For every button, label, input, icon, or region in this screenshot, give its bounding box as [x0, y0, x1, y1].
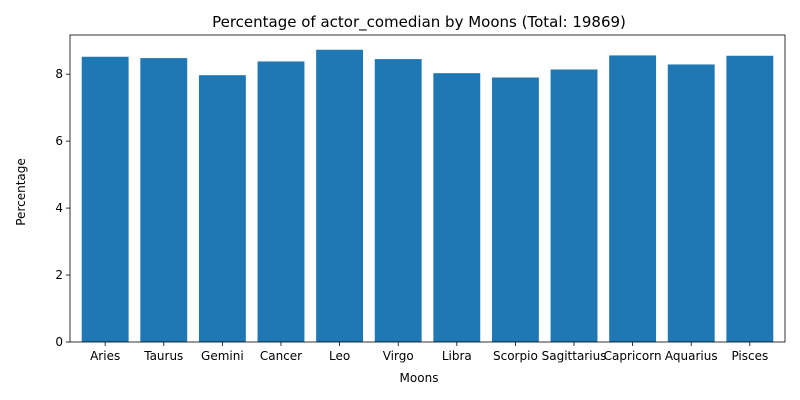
plot-area: Aries Taurus Gemini Cancer Leo Virgo Libra Scor…: [55, 34, 786, 363]
bar-cancer: [257, 61, 305, 342]
x-tick-label: Aries: [90, 349, 120, 363]
y-axis-label: Percentage: [14, 158, 28, 226]
x-tick-label: Capricorn: [604, 349, 662, 363]
y-tick-label: 8: [55, 67, 63, 81]
bar-capricorn: [609, 55, 657, 342]
x-tick-label: Scorpio: [493, 349, 538, 363]
axes-frame: [69, 34, 786, 343]
bar-aquarius: [667, 64, 715, 342]
y-tick-label: 2: [55, 268, 63, 282]
bar-taurus: [140, 58, 188, 342]
x-tick-label: Taurus: [143, 349, 183, 363]
chart-title: Percentage of actor_comedian by Moons (T…: [212, 13, 626, 32]
x-tick-label: Libra: [442, 349, 472, 363]
x-tick-label: Pisces: [731, 349, 768, 363]
x-tick-label: Sagittarius: [542, 349, 607, 363]
x-tick-label: Cancer: [260, 349, 302, 363]
bar-virgo: [374, 59, 422, 343]
bar-leo: [316, 49, 364, 342]
x-tick-label: Aquarius: [665, 349, 718, 363]
x-tick-label: Gemini: [201, 349, 244, 363]
y-tick-label: 0: [55, 335, 63, 349]
bar-sagittarius: [550, 69, 598, 342]
bar-gemini: [198, 75, 246, 342]
x-tick-label: Virgo: [383, 349, 414, 363]
bar-libra: [433, 73, 481, 342]
bar-scorpio: [491, 77, 539, 342]
bar-aries: [81, 56, 129, 343]
y-tick-label: 4: [55, 201, 63, 215]
bar-pisces: [726, 55, 774, 343]
y-tick-label: 6: [55, 134, 63, 148]
x-tick-label: Leo: [329, 349, 350, 363]
x-axis-label: Moons: [400, 371, 439, 385]
